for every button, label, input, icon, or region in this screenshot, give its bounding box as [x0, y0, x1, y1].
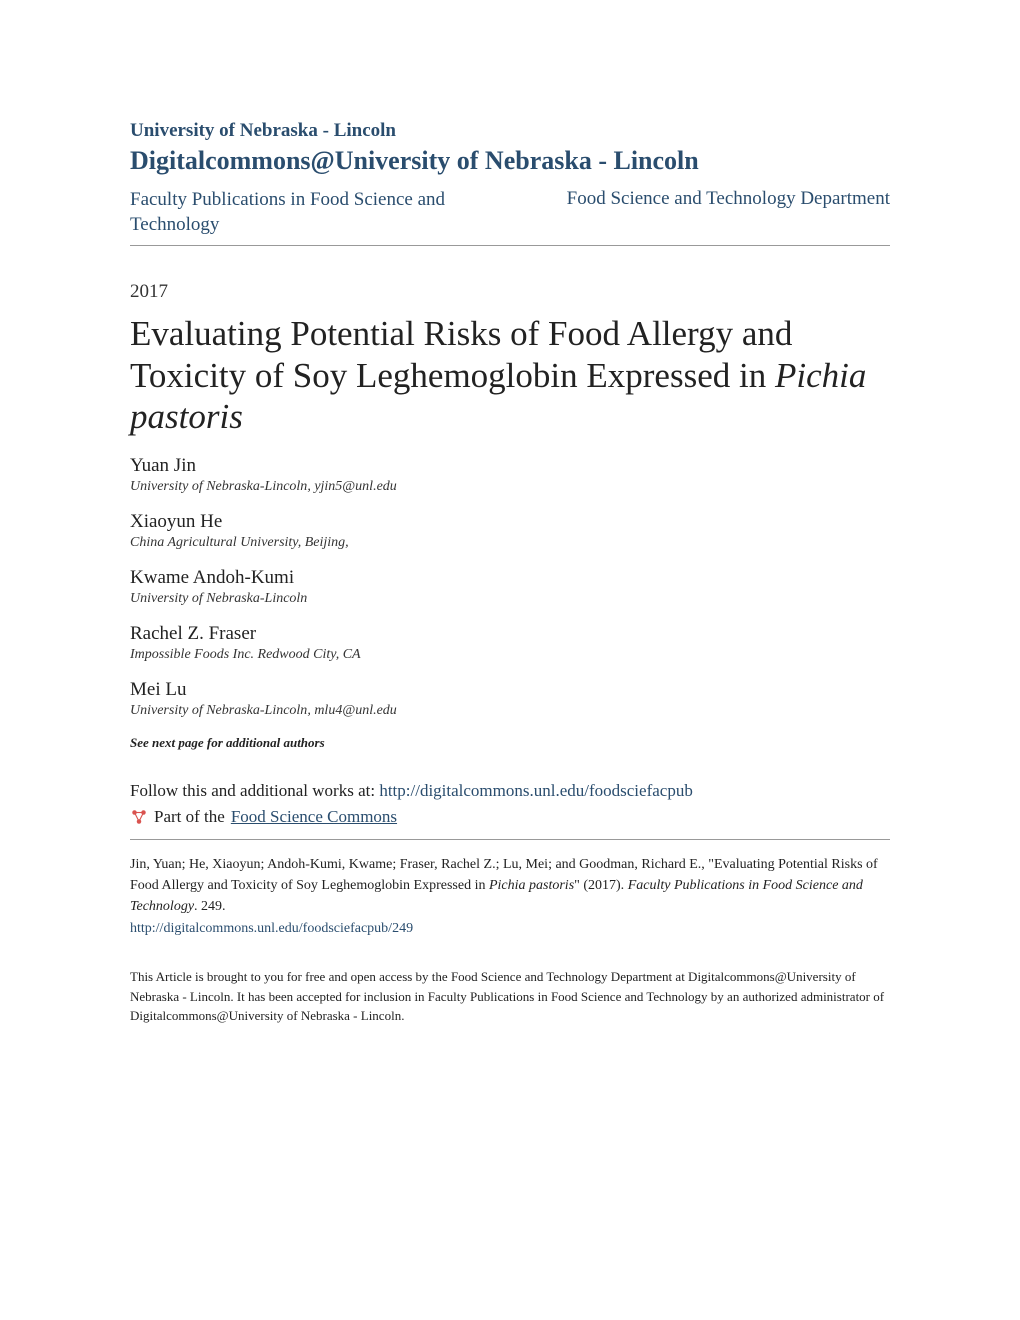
- citation-suffix: . 249.: [194, 899, 226, 914]
- follow-link[interactable]: http://digitalcommons.unl.edu/foodsciefa…: [379, 781, 693, 800]
- author-affiliation: China Agricultural University, Beijing,: [130, 535, 890, 551]
- repository-name[interactable]: Digitalcommons@University of Nebraska - …: [130, 146, 890, 176]
- institution-name: University of Nebraska - Lincoln: [130, 120, 890, 142]
- author-block-1: Xiaoyun He China Agricultural University…: [130, 511, 890, 551]
- header-links-row: Faculty Publications in Food Science and…: [130, 188, 890, 246]
- title-main: Evaluating Potential Risks of Food Aller…: [130, 314, 792, 394]
- article-title: Evaluating Potential Risks of Food Aller…: [130, 313, 890, 437]
- author-name: Rachel Z. Fraser: [130, 623, 890, 645]
- part-of-prefix: Part of the: [154, 807, 225, 827]
- author-name: Mei Lu: [130, 679, 890, 701]
- follow-text: Follow this and additional works at: htt…: [130, 781, 890, 801]
- author-affiliation: University of Nebraska-Lincoln: [130, 591, 890, 607]
- publication-year: 2017: [130, 281, 890, 303]
- author-block-3: Rachel Z. Fraser Impossible Foods Inc. R…: [130, 623, 890, 663]
- author-block-2: Kwame Andoh-Kumi University of Nebraska-…: [130, 567, 890, 607]
- department-link[interactable]: Food Science and Technology Department: [567, 188, 890, 210]
- network-icon: [130, 808, 148, 826]
- author-block-4: Mei Lu University of Nebraska-Lincoln, m…: [130, 679, 890, 719]
- author-name: Xiaoyun He: [130, 511, 890, 533]
- citation-mid: " (2017).: [574, 878, 628, 893]
- collection-link[interactable]: Faculty Publications in Food Science and…: [130, 188, 500, 237]
- author-block-0: Yuan Jin University of Nebraska-Lincoln,…: [130, 455, 890, 495]
- commons-link[interactable]: Food Science Commons: [231, 807, 397, 827]
- author-name: Kwame Andoh-Kumi: [130, 567, 890, 589]
- citation-italic-1: Pichia pastoris: [489, 878, 574, 893]
- citation-text: Jin, Yuan; He, Xiaoyun; Andoh-Kumi, Kwam…: [130, 854, 890, 917]
- see-next-page: See next page for additional authors: [130, 735, 890, 751]
- footer-text: This Article is brought to you for free …: [130, 967, 890, 1026]
- follow-prefix: Follow this and additional works at:: [130, 781, 379, 800]
- citation-url[interactable]: http://digitalcommons.unl.edu/foodsciefa…: [130, 921, 890, 937]
- author-name: Yuan Jin: [130, 455, 890, 477]
- author-affiliation: University of Nebraska-Lincoln, yjin5@un…: [130, 479, 890, 495]
- author-affiliation: University of Nebraska-Lincoln, mlu4@unl…: [130, 703, 890, 719]
- follow-section: Follow this and additional works at: htt…: [130, 781, 890, 840]
- part-of-row: Part of the Food Science Commons: [130, 807, 890, 827]
- author-affiliation: Impossible Foods Inc. Redwood City, CA: [130, 647, 890, 663]
